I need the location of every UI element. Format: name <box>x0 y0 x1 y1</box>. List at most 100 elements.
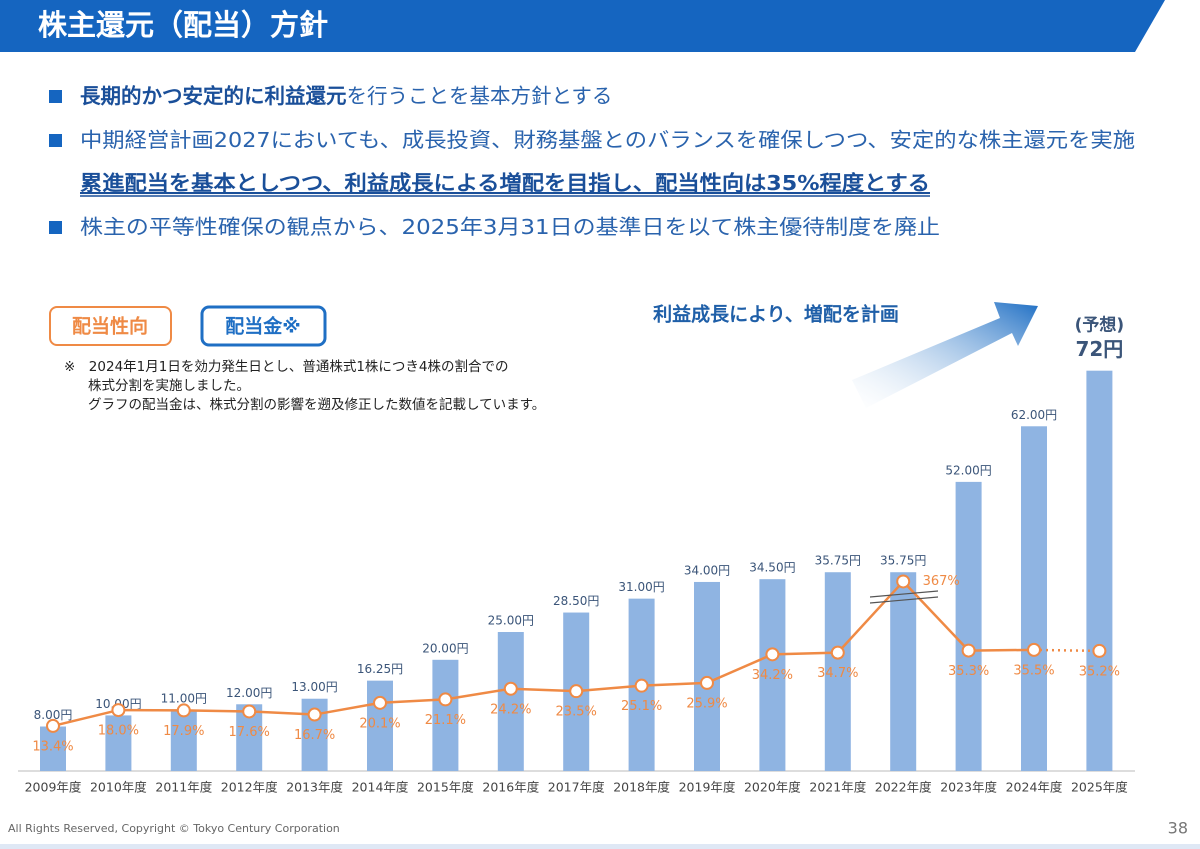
legend-label: 配当性向 <box>72 315 148 338</box>
bar <box>170 709 197 771</box>
bullet-icon <box>49 221 62 234</box>
x-tick-label: 2014年度 <box>352 780 409 795</box>
payout-label: 25.9% <box>686 696 727 711</box>
x-tick-label: 2015年度 <box>417 780 474 795</box>
x-tick-label: 2010年度 <box>90 780 147 795</box>
payout-point <box>961 643 976 658</box>
payout-point <box>765 647 780 662</box>
page-number: 38 <box>1168 819 1188 838</box>
copyright: All Rights Reserved, Copyright © Tokyo C… <box>8 822 340 835</box>
payout-point <box>111 703 126 718</box>
bar <box>1021 426 1047 771</box>
page-title: 株主還元（配当）方針 <box>38 8 328 42</box>
bar <box>1086 370 1113 771</box>
payout-point <box>46 718 60 733</box>
bar-label: 16.25円 <box>357 662 403 676</box>
payout-point <box>830 645 845 660</box>
payout-label: 17.9% <box>163 724 204 739</box>
payout-label: 35.2% <box>1079 664 1120 679</box>
x-tick-label: 2021年度 <box>809 780 866 795</box>
payout-label: 16.7% <box>294 728 335 743</box>
x-tick-label: 2011年度 <box>155 780 212 795</box>
bar <box>759 579 786 771</box>
bullet-emphasis: 累進配当を基本としつつ、利益成長による増配を目指し、配当性向は35%程度とする <box>80 171 930 195</box>
payout-label: 367% <box>923 574 960 589</box>
bar-label: 31.00円 <box>618 580 664 594</box>
x-tick-label: 2018年度 <box>613 780 670 795</box>
legend-box <box>49 306 172 346</box>
payout-label: 17.6% <box>229 725 270 740</box>
bar <box>40 726 66 771</box>
x-tick-label: 2022年度 <box>875 780 932 795</box>
bar-label: 25.00円 <box>488 614 534 628</box>
payout-line <box>52 579 1035 728</box>
bullet-text: 中期経営計画2027においても、成長投資、財務基盤とのバランスを確保しつつ、安定… <box>80 128 1135 152</box>
bullet: 長期的かつ安定的に利益還元を行うことを基本方針とする <box>80 84 612 108</box>
x-tick-label: 2025年度 <box>1071 780 1128 795</box>
x-tick-label: 2012年度 <box>221 780 278 795</box>
payout-point <box>438 692 453 707</box>
x-tick-label: 2009年度 <box>25 780 82 795</box>
payout-label: 35.5% <box>1013 663 1054 678</box>
payout-label: 24.2% <box>490 702 531 717</box>
bar-label: 8.00円 <box>34 708 73 722</box>
bullet-text: 株主の平等性確保の観点から、2025年3月31日の基準日を以て株主優待制度を廃止 <box>80 215 940 239</box>
payout-label: 13.4% <box>32 739 73 754</box>
bullet-icon <box>49 90 62 103</box>
bar-label: 12.00円 <box>226 686 272 700</box>
payout-label: 35.3% <box>948 664 989 679</box>
payout-point <box>242 704 257 719</box>
forecast-label: (予想) <box>1075 315 1125 336</box>
x-tick-label: 2019年度 <box>679 780 736 795</box>
bar-label: 11.00円 <box>161 691 207 705</box>
payout-point <box>1092 643 1107 658</box>
payout-label: 34.2% <box>752 668 793 683</box>
bar-label: 62.00円 <box>1011 408 1057 422</box>
payout-label: 20.1% <box>359 716 400 731</box>
payout-point <box>634 678 649 693</box>
bar-label: 52.00円 <box>945 463 991 477</box>
bar-label: 35.75円 <box>880 554 926 568</box>
bar <box>432 659 459 771</box>
axis-break <box>869 590 939 598</box>
bar-label: 72円 <box>1075 337 1123 361</box>
payout-point <box>373 695 387 710</box>
x-tick-label: 2017年度 <box>548 780 605 795</box>
legend-box <box>200 305 327 347</box>
payout-point <box>307 707 322 722</box>
payout-point <box>1027 642 1041 657</box>
x-tick-label: 2024年度 <box>1006 780 1063 795</box>
payout-label: 21.1% <box>425 713 466 728</box>
payout-point <box>569 684 584 699</box>
x-tick-label: 2020年度 <box>744 780 801 795</box>
payout-point <box>896 574 911 589</box>
bar-label: 35.75円 <box>815 554 861 568</box>
bar <box>890 572 917 771</box>
x-tick-label: 2023年度 <box>940 780 997 795</box>
payout-point <box>176 703 191 718</box>
bullet-bold: 長期的かつ安定的に利益還元 <box>80 84 347 108</box>
x-tick-label: 2016年度 <box>482 780 539 795</box>
bar-label: 28.50円 <box>553 594 599 608</box>
note: ※ 2024年1月1日を効力発生日とし、普通株式1株につき4株の割合での <box>64 358 509 375</box>
payout-label: 25.1% <box>621 699 662 714</box>
header-band <box>0 0 1165 52</box>
arrow-label: 利益成長により、増配を計画 <box>653 303 899 326</box>
payout-label: 23.5% <box>556 705 597 720</box>
bar <box>955 481 982 771</box>
axis-break <box>869 596 939 604</box>
payout-forecast-segment <box>1033 648 1100 653</box>
payout-point <box>700 675 714 690</box>
note: 株式分割を実施しました。 <box>88 377 250 394</box>
bar <box>824 572 851 771</box>
payout-point <box>503 681 518 696</box>
bar-label: 34.00円 <box>684 563 730 577</box>
bullet-text: を行うことを基本方針とする <box>347 84 613 108</box>
bar <box>105 715 132 771</box>
footer-band <box>0 844 1200 849</box>
bar <box>497 632 524 771</box>
chart: 2009年度 2010年度 2011年度 2012年度 2013年度 2014年度 2015… <box>25 315 1129 795</box>
legend-label: 配当金※ <box>225 315 300 338</box>
bar <box>367 680 393 771</box>
